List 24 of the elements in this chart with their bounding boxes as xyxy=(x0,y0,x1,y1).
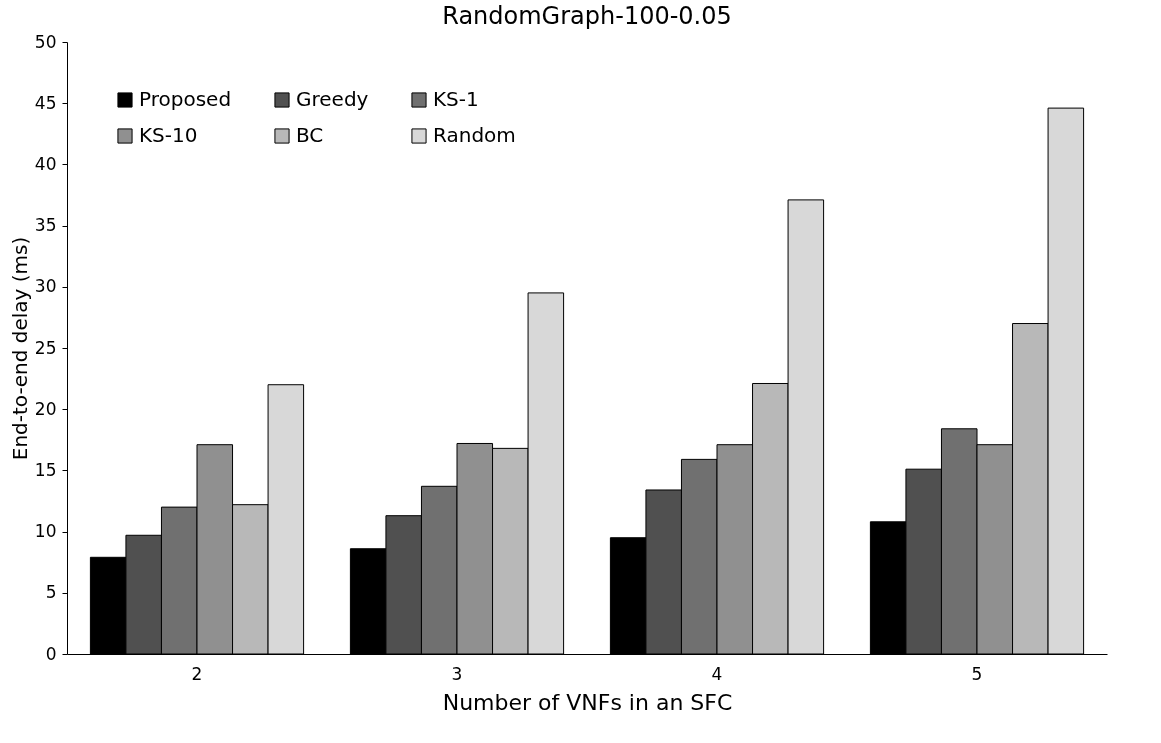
y-tick-label: 50 xyxy=(34,31,57,52)
y-tick-label: 40 xyxy=(34,153,57,174)
x-tick-label: 5 xyxy=(971,663,983,684)
y-tick-label: 45 xyxy=(34,92,57,113)
legend-label: KS-1 xyxy=(433,87,479,111)
x-tick-label: 4 xyxy=(711,663,723,684)
chart-title: RandomGraph-100-0.05 xyxy=(442,2,732,30)
y-tick-label: 5 xyxy=(45,582,57,603)
y-tick-label: 0 xyxy=(45,643,57,664)
x-tick-label: 3 xyxy=(451,663,463,684)
y-tick-label: 10 xyxy=(34,521,57,542)
y-tick-label: 20 xyxy=(34,398,57,419)
y-tick-label: 30 xyxy=(34,276,57,297)
legend-label: BC xyxy=(296,123,324,147)
legend-label: Random xyxy=(433,123,516,147)
legend-label: KS-10 xyxy=(139,123,198,147)
y-tick-label: 25 xyxy=(34,337,57,358)
y-tick-label: 15 xyxy=(34,459,57,480)
x-tick-label: 2 xyxy=(191,663,203,684)
x-axis-title: Number of VNFs in an SFC xyxy=(442,689,733,715)
y-tick-label: 35 xyxy=(34,215,57,236)
legend-label: Greedy xyxy=(296,87,369,111)
legend-label: Proposed xyxy=(139,87,232,111)
y-axis-title: End-to-end delay (ms) xyxy=(7,236,32,461)
